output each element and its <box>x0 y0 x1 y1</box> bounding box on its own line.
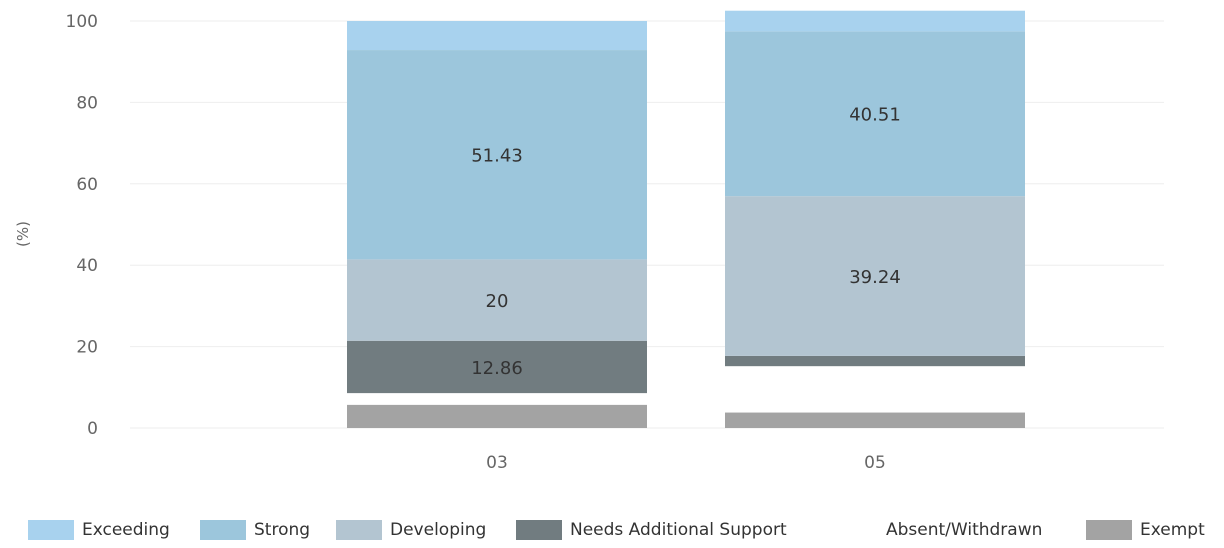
legend-label: Strong <box>254 520 311 540</box>
bar-segment[interactable] <box>725 10 1025 32</box>
data-label: 12.86 <box>471 358 523 379</box>
data-labels: 12.86 20 51.43 39.24 40.51 <box>471 105 901 379</box>
y-tick-label: 80 <box>76 93 98 113</box>
legend-swatch <box>1086 520 1132 540</box>
data-label: 39.24 <box>849 267 901 288</box>
legend-item[interactable]: Absent/Withdrawn <box>832 520 1042 540</box>
legend-item[interactable]: Exceeding <box>28 520 170 540</box>
y-tick-label: 100 <box>66 12 98 32</box>
legend-label: Exceeding <box>82 520 170 540</box>
legend-swatch <box>28 520 74 540</box>
legend-item[interactable]: Needs Additional Support <box>516 520 787 540</box>
bar-segment[interactable] <box>347 259 647 341</box>
bar-segment[interactable] <box>347 21 647 51</box>
legend-swatch <box>516 520 562 540</box>
y-tick-label: 20 <box>76 338 98 358</box>
bar-segment[interactable] <box>347 50 647 260</box>
bar-segment[interactable] <box>725 355 1025 367</box>
data-label: 40.51 <box>849 105 901 126</box>
legend-item[interactable]: Exempt <box>1086 520 1205 540</box>
x-axis-ticks: 03 05 <box>486 453 886 473</box>
legend-swatch <box>832 520 878 540</box>
legend-item[interactable]: Developing <box>336 520 486 540</box>
y-axis-label: (%) <box>14 221 32 247</box>
bar-segment[interactable] <box>725 366 1025 413</box>
bar-segment[interactable] <box>347 404 647 428</box>
bar-segment[interactable] <box>347 393 647 405</box>
bar-segment[interactable] <box>725 412 1025 428</box>
x-tick-label: 03 <box>486 453 508 473</box>
legend-item[interactable]: Strong <box>200 520 310 540</box>
legend-label: Absent/Withdrawn <box>886 520 1043 540</box>
y-axis-ticks: 0 20 40 60 80 100 <box>66 12 98 439</box>
bar-segment[interactable] <box>725 31 1025 197</box>
y-tick-label: 60 <box>76 175 98 195</box>
x-tick-label: 05 <box>864 453 886 473</box>
legend-swatch <box>200 520 246 540</box>
y-tick-label: 0 <box>87 419 98 439</box>
legend-label: Developing <box>390 520 487 540</box>
data-label: 51.43 <box>471 146 523 167</box>
legend-label: Needs Additional Support <box>570 520 787 540</box>
bar-segment[interactable] <box>347 340 647 394</box>
legend: Exceeding Strong Developing Needs Additiona… <box>0 520 1224 548</box>
data-label: 20 <box>486 291 509 312</box>
bars <box>347 10 1025 428</box>
bar-segment[interactable] <box>725 196 1025 356</box>
legend-label: Exempt <box>1140 520 1205 540</box>
y-tick-label: 40 <box>76 256 98 276</box>
legend-swatch <box>336 520 382 540</box>
